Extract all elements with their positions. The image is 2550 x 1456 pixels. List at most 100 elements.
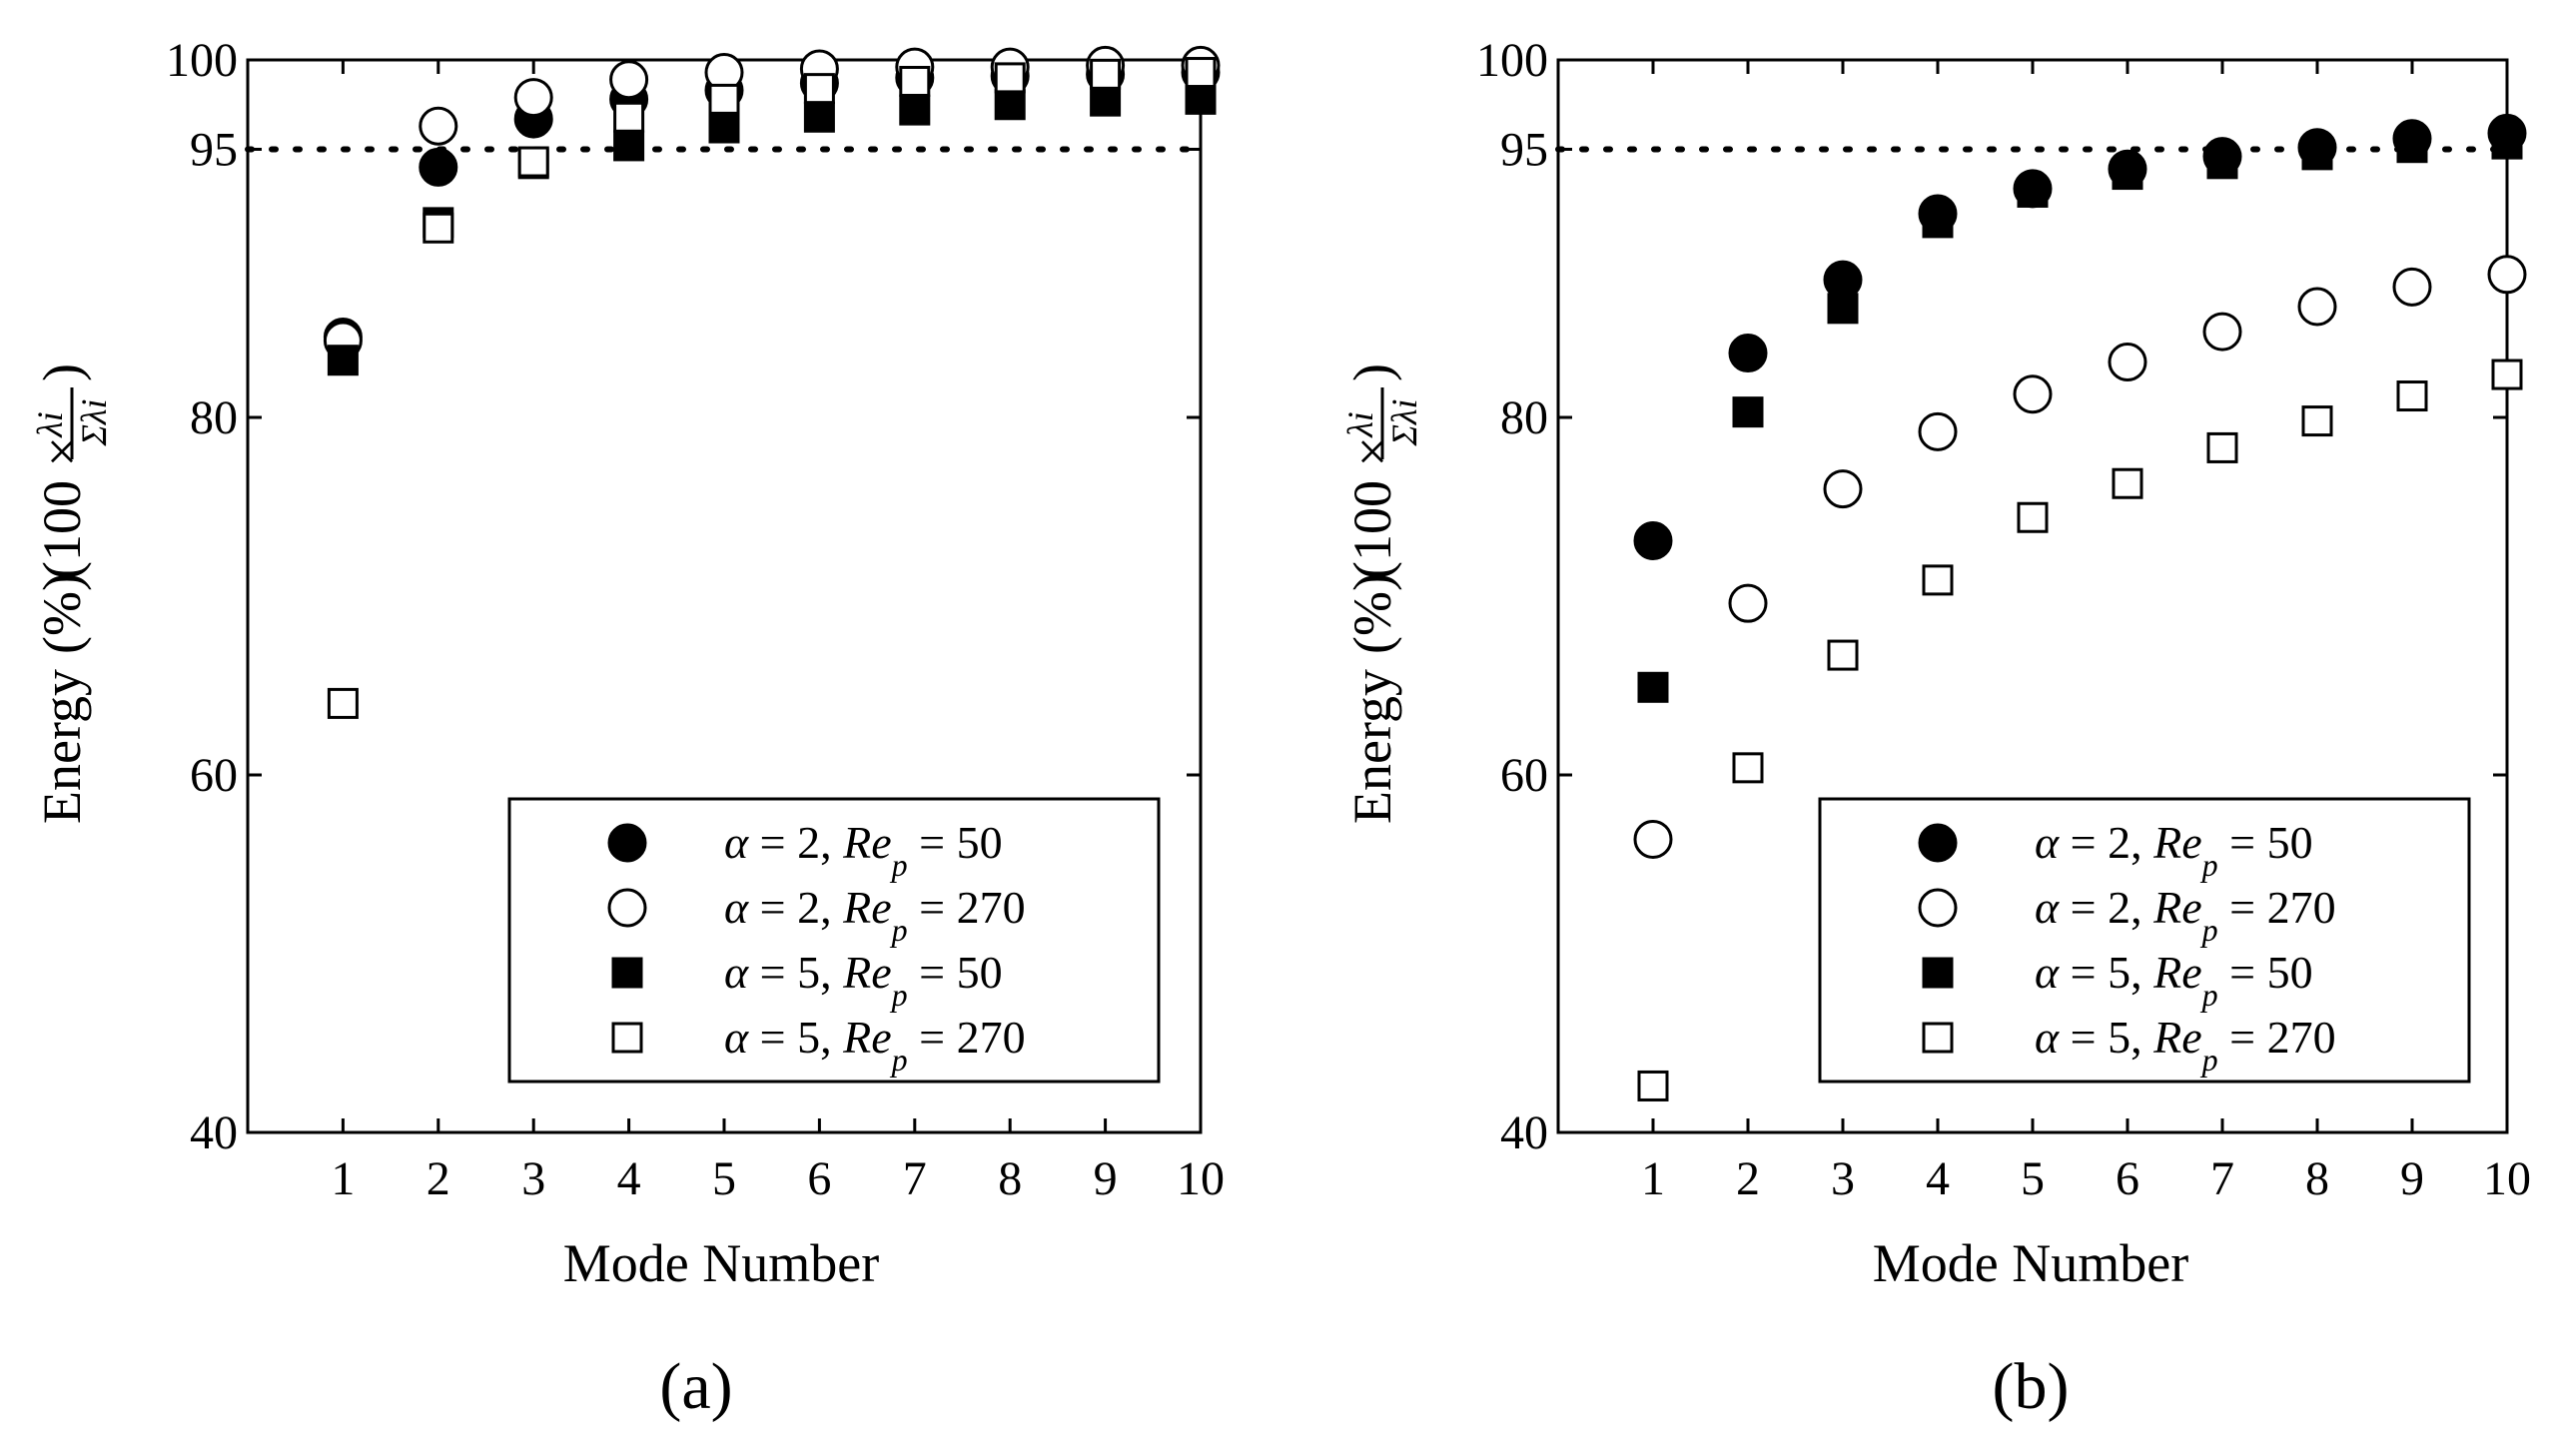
x-tick-label: 7 — [2210, 1152, 2234, 1205]
legend-entry: α = 5, Rep = 270 — [724, 1012, 1026, 1078]
legend-marker — [1922, 957, 1954, 989]
data-point — [2013, 374, 2053, 414]
x-tick-label: 1 — [331, 1152, 355, 1205]
y-axis-label-numerator: λi — [1340, 411, 1380, 438]
data-point — [2487, 255, 2527, 295]
data-point — [1090, 58, 1122, 90]
data-point — [2206, 431, 2238, 463]
y-axis-label-unit: (%) — [1342, 573, 1402, 654]
data-point — [1827, 293, 1859, 325]
series-3 — [1637, 359, 2523, 1101]
data-point — [2392, 267, 2432, 307]
series-3 — [327, 57, 1217, 719]
legend-entry: α = 5, Rep = 270 — [2035, 1012, 2336, 1078]
y-tick-label: 80 — [1500, 391, 1548, 444]
legend-entry: α = 2, Rep = 270 — [2035, 882, 2336, 948]
y-tick-label: 100 — [1476, 34, 1548, 87]
data-point — [2301, 405, 2333, 437]
legend-entry: α = 5, Rep = 50 — [2035, 947, 2313, 1013]
data-point — [419, 106, 458, 146]
data-point — [2396, 380, 2428, 412]
data-point — [994, 89, 1026, 121]
data-point — [2112, 467, 2143, 499]
legend-entry: α = 2, Rep = 50 — [724, 817, 1003, 883]
panel-caption: (a) — [659, 1350, 732, 1423]
legend-marker — [1918, 888, 1958, 928]
x-tick-label: 4 — [617, 1152, 641, 1205]
x-tick-label: 3 — [1831, 1152, 1855, 1205]
data-point — [1732, 752, 1764, 784]
data-point — [708, 83, 740, 115]
data-point — [2491, 359, 2523, 390]
x-tick-label: 8 — [2305, 1152, 2329, 1205]
data-point — [994, 62, 1026, 94]
series-2 — [1637, 128, 2523, 703]
data-point — [1633, 819, 1673, 859]
data-point — [2396, 132, 2428, 164]
data-point — [1823, 469, 1863, 509]
data-point — [1185, 57, 1217, 89]
data-point — [803, 73, 835, 105]
data-point — [2297, 287, 2337, 327]
x-tick-label: 1 — [1641, 1152, 1665, 1205]
x-tick-label: 2 — [426, 1152, 450, 1205]
data-point — [2017, 176, 2049, 208]
x-axis-label: Mode Number — [563, 1233, 879, 1293]
data-point — [2017, 501, 2049, 533]
y-tick-label: 100 — [166, 34, 238, 87]
legend-entry: α = 2, Rep = 270 — [724, 882, 1026, 948]
data-point — [2206, 148, 2238, 180]
data-point — [1090, 85, 1122, 117]
series-0 — [323, 53, 1221, 357]
y-axis-label-factor: (100 × — [1342, 436, 1402, 579]
x-tick-label: 6 — [807, 1152, 831, 1205]
data-point — [899, 94, 931, 126]
data-point — [2202, 312, 2242, 352]
x-tick-label: 10 — [2483, 1152, 2531, 1205]
x-axis-label: Mode Number — [1873, 1233, 2188, 1293]
series-1 — [1633, 255, 2527, 859]
legend-entry: α = 2, Rep = 50 — [2035, 817, 2313, 883]
data-point — [1728, 334, 1768, 373]
data-point — [423, 212, 454, 244]
y-tick-label: 95 — [190, 124, 238, 177]
data-point — [1637, 671, 1669, 703]
legend-entry: α = 5, Rep = 50 — [724, 947, 1003, 1013]
data-point — [613, 101, 645, 133]
data-point — [708, 112, 740, 144]
data-point — [1633, 521, 1673, 561]
y-tick-label: 60 — [1500, 749, 1548, 802]
y-axis-label-denominator: Σλi — [74, 399, 114, 447]
series-0 — [1633, 113, 2527, 561]
data-point — [1732, 396, 1764, 428]
data-point — [327, 687, 359, 719]
data-point — [1922, 207, 1954, 239]
data-point — [1728, 583, 1768, 623]
legend-marker — [611, 1022, 643, 1054]
data-point — [1918, 411, 1958, 451]
y-axis-label-close: ) — [32, 364, 92, 381]
x-tick-label: 9 — [1094, 1152, 1118, 1205]
y-axis-label-main: Energy — [1342, 669, 1402, 824]
y-axis-label-factor: (100 × — [32, 436, 92, 579]
x-tick-label: 3 — [521, 1152, 545, 1205]
series-2 — [327, 83, 1217, 376]
legend-marker — [611, 957, 643, 989]
legend-marker — [607, 888, 647, 928]
data-point — [803, 101, 835, 133]
y-axis-label-close: ) — [1342, 364, 1402, 381]
series-1 — [323, 45, 1221, 361]
data-point — [327, 345, 359, 376]
data-point — [419, 147, 458, 187]
data-point — [1637, 1070, 1669, 1101]
y-tick-label: 40 — [1500, 1106, 1548, 1159]
data-point — [1823, 260, 1863, 300]
x-tick-label: 10 — [1177, 1152, 1225, 1205]
data-point — [609, 60, 649, 100]
y-axis-label-denominator: Σλi — [1384, 399, 1424, 447]
